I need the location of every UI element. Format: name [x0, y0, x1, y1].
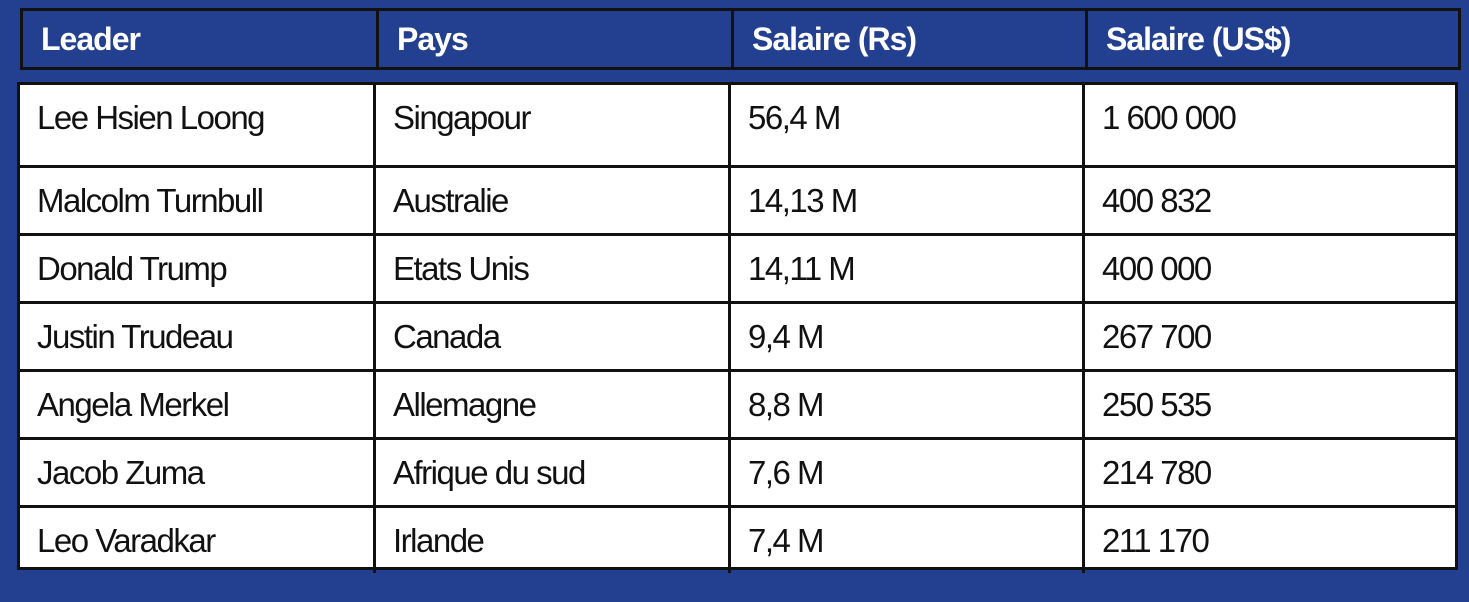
cell-salaire-rs: 9,4 M [731, 304, 1085, 369]
cell-leader: Donald Trump [20, 236, 376, 301]
cell-salaire-rs: 8,8 M [731, 372, 1085, 437]
cell-leader: Malcolm Turnbull [20, 168, 376, 233]
header-salaire-rs: Salaire (Rs) [734, 11, 1088, 67]
header-pays: Pays [379, 11, 734, 67]
table-row: Justin Trudeau Canada 9,4 M 267 700 [20, 304, 1455, 372]
cell-pays: Irlande [376, 508, 731, 573]
cell-salaire-rs: 14,11 M [731, 236, 1085, 301]
cell-salaire-rs: 7,6 M [731, 440, 1085, 505]
cell-salaire-usd: 214 780 [1102, 453, 1212, 491]
table-header: Leader Pays Salaire (Rs) Salaire (US$) [20, 8, 1461, 70]
cell-pays: Canada [376, 304, 731, 369]
cell-salaire-usd: 250 535 [1102, 385, 1212, 423]
header-salaire-usd: Salaire (US$) [1106, 20, 1291, 57]
cell-leader: Lee Hsien Loong [20, 85, 376, 165]
cell-pays: Allemagne [376, 372, 731, 437]
cell-leader: Angela Merkel [20, 372, 376, 437]
cell-salaire-rs: 14,13 M [731, 168, 1085, 233]
table-row: Angela Merkel Allemagne 8,8 M 250 535 [20, 372, 1455, 440]
table-row: Donald Trump Etats Unis 14,11 M 400 000 [20, 236, 1455, 304]
cell-pays: Singapour [376, 85, 731, 165]
cell-leader: Jacob Zuma [20, 440, 376, 505]
cell-pays: Afrique du sud [376, 440, 731, 505]
cell-leader: Leo Varadkar [20, 508, 376, 573]
cell-leader: Justin Trudeau [20, 304, 376, 369]
cell-salaire-usd: 400 000 [1102, 249, 1212, 287]
cell-salaire-usd: 211 170 [1102, 521, 1210, 559]
table-row: Leo Varadkar Irlande 7,4 M 211 170 [20, 508, 1455, 573]
cell-salaire-rs: 7,4 M [731, 508, 1085, 573]
cell-salaire-usd: 1 600 000 [1102, 99, 1237, 136]
cell-salaire-rs: 56,4 M [731, 85, 1085, 165]
cell-salaire-usd: 267 700 [1102, 317, 1212, 355]
cell-pays: Australie [376, 168, 731, 233]
header-leader: Leader [23, 11, 379, 67]
bottom-band [0, 588, 1469, 602]
cell-pays: Etats Unis [376, 236, 731, 301]
table-row: Lee Hsien Loong Singapour 56,4 M 1 600 0… [20, 85, 1455, 168]
table-body: Lee Hsien Loong Singapour 56,4 M 1 600 0… [17, 82, 1458, 573]
table-row: Malcolm Turnbull Australie 14,13 M 400 8… [20, 168, 1455, 236]
cell-salaire-usd: 400 832 [1102, 181, 1212, 219]
table-row: Jacob Zuma Afrique du sud 7,6 M 214 780 [20, 440, 1455, 508]
